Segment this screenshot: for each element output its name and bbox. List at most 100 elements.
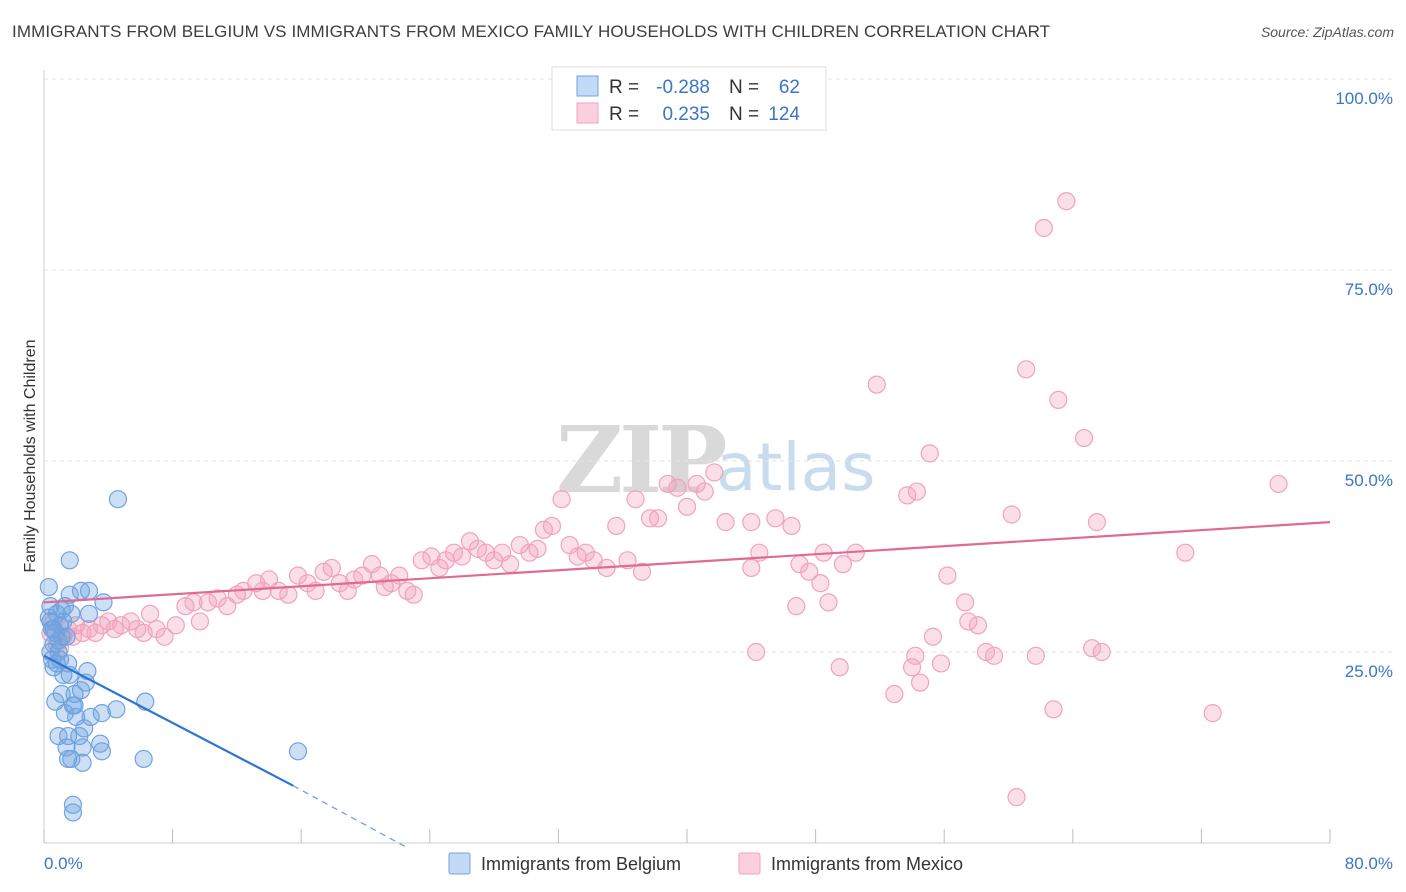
scatter-point <box>79 604 99 623</box>
scatter-point <box>705 463 724 482</box>
scatter-point <box>288 742 308 761</box>
scatter-point <box>833 555 853 574</box>
scatter-point <box>73 738 92 757</box>
scatter-point <box>107 700 126 719</box>
trend-line-extension-belgium <box>292 785 406 848</box>
scatter-point <box>208 589 227 608</box>
scatter-point <box>166 616 185 635</box>
scatter-point <box>1044 700 1063 719</box>
scatter-point <box>923 627 943 646</box>
scatter-point <box>898 486 917 505</box>
scatter-point <box>1176 543 1195 562</box>
scatter-point <box>510 535 529 555</box>
scatter-point <box>959 612 978 631</box>
legend-n-value-belgium: 62 <box>779 77 800 98</box>
scatter-point <box>94 593 113 612</box>
legend-r-value-mexico: 0.235 <box>662 104 710 125</box>
y-tick-label-100: 100.0% <box>1335 89 1393 108</box>
scatter-point <box>288 566 308 585</box>
scatter-point <box>668 478 687 497</box>
scatter-point <box>1203 704 1222 723</box>
scatter-point <box>501 555 520 574</box>
scatter-point <box>67 707 86 727</box>
trend-line-mexico <box>43 521 1331 604</box>
scatter-point <box>134 749 153 769</box>
series-belgium <box>39 490 308 822</box>
scatter-point <box>253 581 272 600</box>
scatter-point <box>552 490 571 509</box>
scatter-point <box>52 684 71 704</box>
legend-r-label-mexico: R = <box>609 104 639 125</box>
legend-n-label-belgium: N = <box>729 77 759 98</box>
scatter-point <box>742 558 761 578</box>
scatter-point <box>190 612 210 631</box>
scatter-point <box>782 516 801 536</box>
scatter-point <box>766 509 785 528</box>
scatter-point <box>984 646 1004 665</box>
bottom-legend-label-mexico: Immigrants from Mexico <box>771 854 963 874</box>
stats-legend: R = -0.288 N = 62 R = 0.235 N = 124 <box>551 66 827 131</box>
scatter-point <box>322 558 341 578</box>
scatter-point <box>60 551 79 570</box>
scatter-point <box>198 593 218 612</box>
scatter-point <box>742 513 761 532</box>
scatter-point <box>140 604 160 623</box>
scatter-point <box>155 627 174 646</box>
legend-r-label-belgium: R = <box>609 77 639 98</box>
scatter-point <box>121 612 140 631</box>
x-tick-label-min: 0.0% <box>44 854 83 873</box>
scatter-point <box>60 585 79 604</box>
scatter-point <box>648 509 668 528</box>
scatter-point <box>902 658 922 677</box>
y-tick-label-25: 25.0% <box>1345 662 1393 681</box>
scatter-point <box>819 593 838 612</box>
watermark: ZIP atlas <box>556 406 876 514</box>
bottom-legend-swatch-belgium <box>448 852 471 875</box>
bottom-legend-swatch-mexico <box>738 852 761 875</box>
scatter-point <box>63 803 83 822</box>
legend-swatch-mexico <box>576 102 599 124</box>
chart-source: Source: ZipAtlas.com <box>1260 24 1394 40</box>
scatter-point <box>910 673 930 692</box>
scatter-point <box>677 497 697 516</box>
scatter-point <box>1074 428 1094 448</box>
scatter-point <box>63 795 83 814</box>
scatter-point <box>618 551 637 570</box>
y-tick-label-75: 75.0% <box>1345 280 1393 299</box>
watermark-zip: ZIP <box>556 406 725 514</box>
scatter-point <box>1049 390 1068 409</box>
trend-line-belgium <box>43 654 294 787</box>
scatter-point <box>86 623 105 643</box>
scatter-point <box>885 684 904 704</box>
scatter-point <box>968 616 988 635</box>
scatter-point <box>931 654 951 673</box>
watermark-atlas: atlas <box>716 429 876 506</box>
scatter-point <box>91 734 110 753</box>
scatter-point <box>787 597 806 616</box>
scatter-point <box>404 585 423 604</box>
scatter-point <box>39 577 58 597</box>
trend-lines <box>43 521 1331 848</box>
scatter-point <box>867 375 886 394</box>
scatter-point <box>716 513 735 532</box>
scatter-point <box>1007 788 1026 807</box>
scatter-point <box>626 490 645 509</box>
scatter-point <box>907 482 926 501</box>
scatter-point <box>92 742 111 761</box>
scatter-point <box>52 627 71 646</box>
legend-n-value-mexico: 124 <box>768 104 800 125</box>
scatter-point <box>528 539 547 558</box>
scatter-point <box>747 642 766 662</box>
scatter-point <box>412 551 431 570</box>
scatter-point <box>632 562 652 581</box>
x-tick-marks <box>43 829 1331 843</box>
scatter-point <box>78 661 97 681</box>
scatter-point <box>452 547 472 566</box>
y-tick-label-50: 50.0% <box>1345 471 1393 490</box>
y-axis-label: Family Households with Children <box>22 340 39 573</box>
scatter-point <box>108 490 128 509</box>
scatter-point <box>542 516 562 536</box>
scatter-point <box>1002 505 1021 524</box>
scatter-point <box>811 574 830 593</box>
scatter-point <box>65 696 84 715</box>
